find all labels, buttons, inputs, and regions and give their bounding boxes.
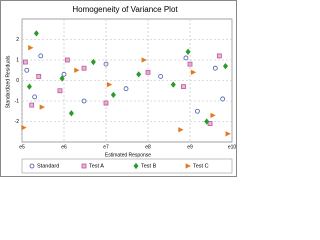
- point: [64, 57, 70, 63]
- x-tick-label: e6: [61, 144, 67, 150]
- point: [39, 104, 45, 110]
- x-tick-label: e5: [19, 144, 25, 150]
- point: [212, 65, 218, 71]
- point: [187, 61, 193, 67]
- point: [32, 94, 38, 100]
- point: [24, 67, 30, 73]
- point: [81, 65, 87, 71]
- point: [136, 71, 142, 78]
- point: [207, 121, 213, 126]
- point: [181, 84, 186, 90]
- legend-marker: [185, 163, 191, 169]
- point: [33, 30, 39, 37]
- point: [178, 127, 184, 133]
- point: [36, 74, 42, 79]
- point: [81, 98, 87, 104]
- legend-label: Test C: [193, 163, 209, 169]
- legend-marker: [81, 163, 87, 169]
- point: [22, 59, 28, 65]
- chart: Homogeneity of Variance Plot Estimated R…: [0, 0, 237, 177]
- point: [29, 102, 35, 108]
- point: [57, 88, 63, 94]
- y-tick-label: 2: [16, 37, 19, 43]
- legend-marker: [133, 162, 139, 170]
- point: [59, 75, 65, 82]
- y-tick-label: -1: [15, 98, 20, 104]
- point: [190, 69, 197, 75]
- point: [123, 86, 129, 92]
- point: [141, 57, 147, 63]
- legend: [21, 158, 233, 174]
- point: [210, 112, 216, 118]
- y-tick-label: 1: [16, 57, 19, 63]
- point: [183, 55, 189, 61]
- x-tick-label: e7: [103, 144, 109, 150]
- point: [74, 67, 80, 73]
- point: [68, 110, 74, 117]
- chart-title: Homogeneity of Variance Plot: [72, 5, 178, 14]
- point: [216, 53, 222, 59]
- point: [61, 71, 67, 77]
- point: [185, 48, 191, 55]
- y-tick-label: -2: [15, 119, 20, 125]
- point: [26, 83, 32, 90]
- legend-label: Test A: [89, 163, 104, 169]
- point: [225, 131, 231, 137]
- x-axis-label: Estimated Response: [105, 152, 151, 158]
- point: [90, 58, 96, 66]
- y-axis-label: Standardized Residuals: [5, 55, 11, 108]
- y-tick-label: 0: [16, 78, 19, 84]
- legend-label: Standard: [37, 163, 59, 169]
- point: [38, 53, 44, 59]
- x-tick-label: e9: [187, 144, 193, 150]
- point: [170, 81, 176, 88]
- point: [220, 96, 226, 102]
- point: [103, 61, 109, 67]
- point: [222, 63, 229, 70]
- point: [28, 45, 34, 51]
- point: [110, 91, 116, 98]
- legend-label: Test B: [141, 163, 157, 169]
- legend-marker: [29, 163, 35, 169]
- point: [21, 125, 27, 131]
- point: [204, 118, 210, 125]
- point: [103, 100, 109, 106]
- x-tick-label: e8: [145, 144, 151, 150]
- point: [145, 69, 151, 75]
- point: [106, 81, 113, 88]
- point: [194, 108, 200, 114]
- point: [158, 74, 164, 79]
- x-tick-label: e10: [228, 144, 237, 150]
